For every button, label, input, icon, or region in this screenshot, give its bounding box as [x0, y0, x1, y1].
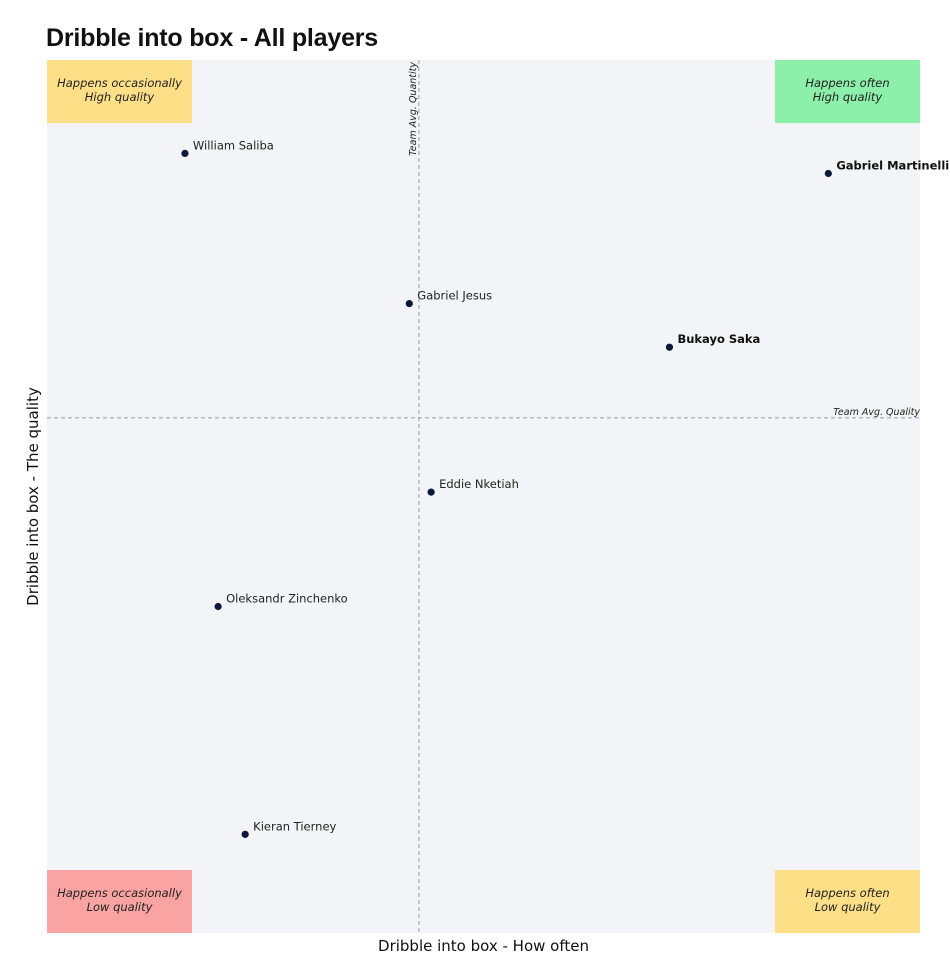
player-point	[181, 149, 189, 158]
plot-background	[47, 60, 920, 933]
quadrant-text-line1: Happens often	[805, 886, 889, 900]
player-label: Eddie Nketiah	[439, 477, 519, 491]
player-point-group: Eddie Nketiah	[427, 477, 519, 496]
quadrant-box-bottom-right	[775, 870, 920, 933]
player-point-group: Oleksandr Zinchenko	[214, 591, 348, 611]
player-point-group: Kieran Tierney	[241, 819, 337, 838]
player-point	[214, 602, 222, 611]
player-point	[427, 488, 435, 496]
quadrant-text-line2: High quality	[85, 90, 155, 104]
team-avg-quantity-label: Team Avg. Quantity	[408, 62, 419, 156]
player-label: Gabriel Martinelli	[836, 158, 949, 172]
player-label: Bukayo Saka	[677, 332, 760, 346]
player-label: Kieran Tierney	[253, 819, 336, 833]
quadrant-text-line2: Low quality	[815, 900, 881, 914]
player-label: Gabriel Jesus	[417, 289, 492, 303]
quadrant-box-top-right	[775, 60, 920, 123]
player-point	[824, 169, 832, 178]
player-point-group: Bukayo Saka	[665, 332, 760, 351]
reference-lines: Team Avg. Quantity Team Avg. Quality	[47, 60, 920, 933]
player-point	[665, 343, 674, 351]
quadrant-text-line2: High quality	[813, 90, 883, 104]
player-point	[241, 830, 249, 838]
quadrant-text-line1: Happens occasionally	[57, 886, 182, 900]
y-axis-label: Dribble into box - The quality	[24, 387, 42, 606]
player-point-group: Gabriel Jesus	[405, 289, 492, 308]
player-label: William Saliba	[193, 138, 274, 152]
player-label: Oleksandr Zinchenko	[226, 591, 348, 605]
data-points: William Saliba Gabriel Martinelli Gabriel …	[181, 138, 949, 838]
quadrant-box-bottom-left	[47, 870, 192, 933]
chart-title: Dribble into box - All players	[46, 24, 379, 52]
player-point	[405, 299, 413, 308]
player-point-group: Gabriel Martinelli	[824, 158, 949, 178]
x-axis-label: Dribble into box - How often	[378, 937, 589, 955]
player-point-group: William Saliba	[181, 138, 274, 158]
team-avg-quality-label: Team Avg. Quality	[833, 407, 920, 418]
quadrant-text-line1: Happens occasionally	[57, 76, 182, 90]
quadrant-text-line1: Happens often	[805, 76, 889, 90]
quadrant-box-top-left	[47, 60, 192, 123]
quadrant-text-line2: Low quality	[87, 900, 153, 914]
